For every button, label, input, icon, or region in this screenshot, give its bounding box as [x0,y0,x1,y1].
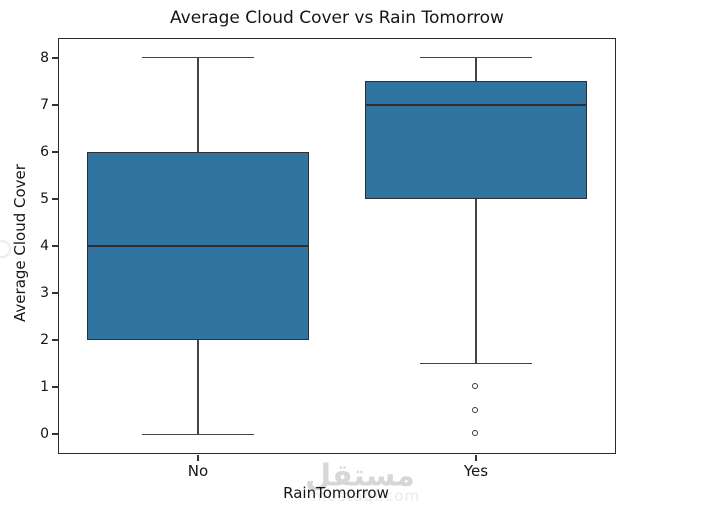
y-tick-mark [51,198,58,200]
y-tick-label: 3 [40,285,49,302]
y-tick-mark [51,433,58,435]
watermark-fragment-circle [0,240,11,258]
y-tick-label: 8 [40,49,49,66]
whisker-upper-cap [420,57,532,59]
y-tick-mark [51,339,58,341]
whisker-lower-cap [142,433,254,435]
y-tick-mark [51,104,58,106]
y-tick-mark [51,245,58,247]
watermark-mostaql-arabic: مستقل [305,458,415,494]
whisker-upper-stem [197,57,199,152]
x-axis-label: RainTomorrow [283,484,389,502]
y-tick-mark [51,57,58,59]
y-tick-label: 1 [40,379,49,396]
y-tick-mark [51,386,58,388]
outlier-point [472,383,479,390]
x-tick-mark [475,454,477,461]
whisker-lower-stem [197,340,199,435]
x-tick-label: No [187,462,209,480]
y-tick-label: 6 [40,143,49,160]
y-tick-label: 5 [40,190,49,207]
median-line [364,104,588,106]
whisker-upper-stem [475,57,477,82]
watermark-mostaql-domain: mostaql.com [311,487,421,505]
outlier-point [472,430,479,437]
x-tick-mark [197,454,199,461]
y-tick-mark [51,292,58,294]
y-axis-label: Average Cloud Cover [11,164,29,322]
whisker-lower-cap [420,362,532,365]
y-tick-label: 0 [40,426,49,443]
median-line [86,245,310,247]
whisker-upper-cap [142,57,254,59]
y-tick-label: 2 [40,332,49,349]
outlier-point [472,406,479,413]
axes: 0 1 2 3 4 5 6 7 8 No Yes [40,38,616,479]
chart-title: Average Cloud Cover vs Rain Tomorrow [170,8,504,28]
y-tick-label: 4 [40,238,49,254]
box-iqr [364,81,588,199]
whisker-lower-stem [475,198,477,364]
y-tick-mark [51,151,58,153]
y-tick-label: 7 [40,96,49,113]
x-tick-label: Yes [463,462,489,480]
